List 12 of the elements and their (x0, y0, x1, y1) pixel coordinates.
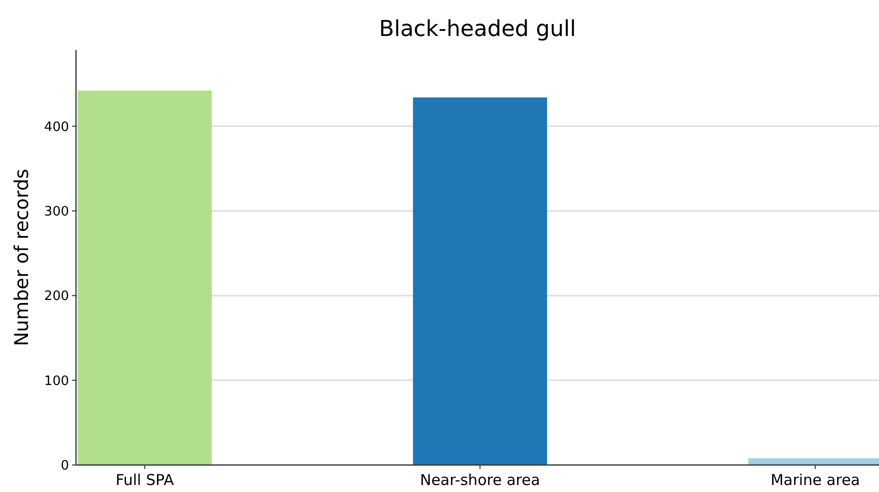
y-tick-label: 100 (44, 374, 69, 389)
y-tick-label: 0 (60, 458, 69, 474)
y-tick-label: 300 (44, 204, 69, 220)
bar (78, 90, 212, 465)
y-tick-label: 400 (44, 120, 69, 135)
x-tick-label: Marine area (770, 471, 860, 489)
x-tick-label: Near-shore area (420, 471, 540, 489)
y-axis-title: Number of records (11, 168, 33, 346)
y-tick-label: 200 (44, 289, 69, 304)
chart-title: Black-headed gull (378, 17, 576, 42)
x-tick-label: Full SPA (116, 471, 175, 489)
bar (412, 97, 548, 465)
